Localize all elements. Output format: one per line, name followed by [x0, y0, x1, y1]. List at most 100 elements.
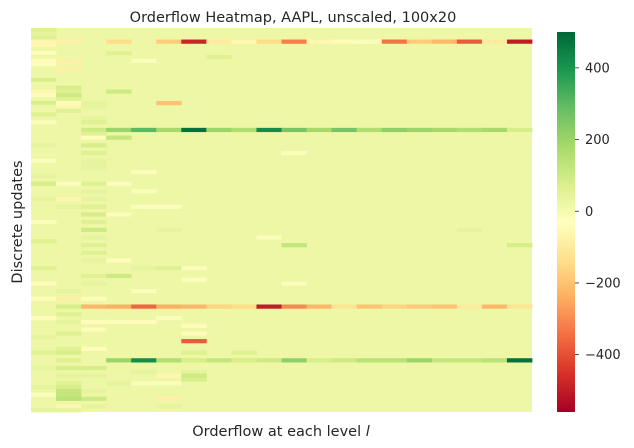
heatmap-cell — [506, 243, 533, 248]
heatmap-cell — [306, 127, 332, 133]
heatmap-cell — [56, 392, 82, 398]
heatmap-cell — [181, 373, 207, 378]
heatmap-cell — [56, 39, 82, 44]
heatmap-cell — [106, 127, 132, 133]
heatmap-cell — [81, 365, 107, 371]
heatmap-cell — [231, 204, 257, 209]
heatmap-cell — [231, 304, 257, 309]
heatmap-cell — [81, 196, 107, 202]
heatmap-cell — [81, 396, 107, 401]
heatmap-cell — [81, 127, 107, 133]
heatmap-cell — [156, 404, 182, 409]
heatmap-cell — [31, 62, 57, 67]
heatmap-cell — [181, 127, 207, 133]
heatmap-cell — [81, 404, 107, 409]
heatmap-cell — [31, 350, 57, 355]
heatmap-cell — [281, 304, 307, 309]
heatmap-cell — [281, 243, 307, 248]
x-axis-label: Orderflow at each level l — [192, 424, 370, 440]
heatmap-cell — [456, 304, 483, 309]
heatmap-cell — [56, 358, 82, 363]
heatmap-cell — [131, 204, 157, 209]
heatmap-cell — [81, 258, 107, 263]
heatmap-cell — [56, 331, 82, 336]
heatmap-cell — [81, 296, 107, 302]
heatmap-cell — [106, 39, 132, 44]
heatmap-cell — [31, 358, 57, 363]
heatmap-cell — [31, 143, 57, 148]
heatmap-cell — [156, 100, 182, 106]
heatmap-cell — [56, 66, 82, 71]
heatmap-cell — [31, 51, 57, 56]
heatmap-cell — [231, 358, 257, 363]
heatmap-cell — [131, 358, 157, 363]
heatmap-cell — [81, 227, 107, 232]
heatmap-cell — [31, 373, 57, 378]
colorbar-tick-label: 400 — [585, 61, 610, 76]
heatmap-cell — [81, 108, 107, 113]
heatmap-cell — [56, 104, 82, 110]
heatmap-cell — [31, 66, 57, 71]
heatmap-cell — [431, 358, 458, 363]
heatmap-cell — [506, 304, 533, 309]
heatmap-cell — [306, 358, 332, 363]
heatmap-cell — [81, 327, 107, 332]
heatmap-cell — [131, 189, 157, 194]
heatmap-cell — [31, 58, 57, 63]
heatmap-cell — [81, 150, 107, 156]
heatmap-cell — [156, 388, 182, 394]
heatmap-cell — [281, 127, 307, 133]
heatmap-cell — [81, 189, 107, 194]
heatmap-cell — [306, 39, 332, 44]
heatmap-cell — [156, 316, 182, 321]
heatmap-cell — [31, 342, 57, 348]
heatmap-cell — [381, 388, 408, 394]
heatmap-cell — [181, 331, 207, 336]
heatmap-cell — [156, 266, 182, 271]
heatmap-cell — [331, 304, 358, 309]
heatmap-cell — [456, 39, 483, 44]
heatmap-cell — [31, 281, 57, 286]
heatmap-cell — [156, 373, 182, 378]
heatmap-cell — [56, 408, 82, 413]
colorbar-tick-label: −200 — [585, 276, 621, 291]
heatmap-cell — [206, 388, 232, 394]
heatmap-cell — [81, 181, 107, 186]
heatmap-cell — [56, 304, 82, 309]
heatmap-cell — [56, 312, 82, 317]
heatmap-cell — [56, 100, 82, 106]
heatmap-cell — [81, 131, 107, 136]
heatmap-cells — [31, 28, 533, 413]
heatmap-cell — [31, 289, 57, 294]
heatmap-cell — [406, 358, 433, 363]
heatmap-cell — [381, 212, 408, 217]
heatmap-cell — [31, 196, 57, 202]
heatmap-cell — [56, 77, 82, 83]
heatmap-cell — [31, 335, 57, 340]
heatmap-cell — [81, 135, 107, 140]
heatmap-cell — [31, 54, 57, 60]
heatmap-cell — [81, 104, 107, 110]
heatmap-cell — [31, 250, 57, 255]
heatmap-cell — [306, 189, 332, 194]
x-axis-label-text: Orderflow at each level — [192, 424, 366, 440]
heatmap-cell — [206, 212, 232, 217]
heatmap-cell — [181, 39, 207, 44]
heatmap-cell — [31, 116, 57, 121]
heatmap-cell — [81, 304, 107, 309]
heatmap-cell — [81, 346, 107, 351]
heatmap-cell — [81, 266, 107, 271]
heatmap-cell — [131, 381, 157, 386]
heatmap-cell — [81, 204, 107, 209]
colorbar — [557, 32, 575, 412]
heatmap-cell — [256, 258, 282, 263]
heatmap-cell — [181, 304, 207, 309]
heatmap-cell — [81, 116, 107, 121]
heatmap-cell — [56, 339, 82, 344]
chart-title: Orderflow Heatmap, AAPL, unscaled, 100x2… — [130, 10, 457, 26]
heatmap-cell — [156, 127, 182, 133]
heatmap-cell — [106, 388, 132, 394]
colorbar-tick-label: 0 — [585, 205, 593, 220]
